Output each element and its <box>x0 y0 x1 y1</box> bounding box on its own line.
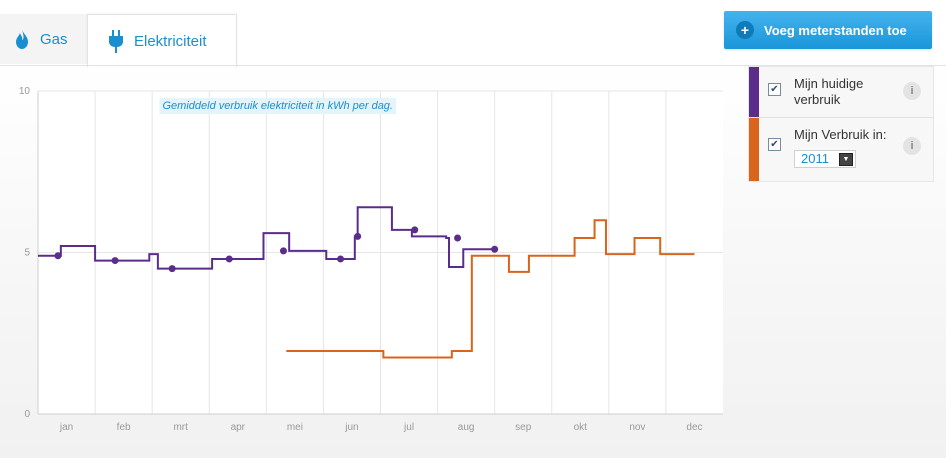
legend-checkbox-compare[interactable]: ✔ <box>768 138 781 151</box>
chart-legend: ✔ Mijn huidige verbruik i ✔ Mijn Verbrui… <box>748 66 934 182</box>
y-tick-label: 5 <box>24 248 30 259</box>
x-tick-label: okt <box>574 422 588 433</box>
flame-icon <box>14 28 30 50</box>
x-tick-label: dec <box>686 422 702 433</box>
series-line-current <box>38 206 492 270</box>
plug-icon <box>108 30 124 53</box>
series-point <box>491 245 499 253</box>
series-point <box>54 252 62 260</box>
series-point <box>168 265 176 273</box>
x-tick-label: aug <box>458 422 475 433</box>
x-tick-label: jun <box>344 422 358 433</box>
add-meter-readings-button[interactable]: + Voeg meterstanden toe <box>724 11 932 49</box>
series-point <box>354 232 362 240</box>
tab-bar: Gas Elektriciteit <box>0 14 237 67</box>
series-point <box>111 257 119 265</box>
x-tick-label: apr <box>231 422 246 433</box>
info-icon[interactable]: i <box>903 82 921 100</box>
legend-item-compare: ✔ Mijn Verbruik in: 2011 ▼ i <box>749 118 933 181</box>
y-tick-label: 0 <box>24 409 30 420</box>
add-meter-readings-label: Voeg meterstanden toe <box>764 22 907 38</box>
legend-checkbox-current[interactable]: ✔ <box>768 83 781 96</box>
tab-elektriciteit-label: Elektriciteit <box>134 32 207 50</box>
series-line-compare <box>286 219 695 359</box>
x-tick-label: mrt <box>173 422 188 433</box>
legend-label-compare: Mijn Verbruik in: <box>794 127 887 142</box>
y-tick-label: 10 <box>19 86 31 97</box>
legend-label-current: Mijn huidige verbruik <box>794 76 864 107</box>
tab-gas[interactable]: Gas <box>0 14 88 64</box>
legend-color-current <box>749 67 759 117</box>
info-icon[interactable]: i <box>903 137 921 155</box>
tab-elektriciteit[interactable]: Elektriciteit <box>87 14 237 67</box>
chart-title-background <box>159 98 396 114</box>
x-tick-label: mei <box>287 422 303 433</box>
chevron-down-icon: ▼ <box>839 153 853 166</box>
x-tick-label: jan <box>59 422 73 433</box>
series-point <box>411 226 419 234</box>
chart-panel <box>0 65 946 459</box>
legend-item-current: ✔ Mijn huidige verbruik i <box>749 67 933 118</box>
series-point <box>225 255 233 263</box>
chart-title: Gemiddeld verbruik elektriciteit in kWh … <box>163 100 393 112</box>
x-tick-label: sep <box>515 422 532 433</box>
tab-gas-label: Gas <box>40 30 68 48</box>
x-tick-label: jul <box>403 422 414 433</box>
series-point <box>279 247 287 255</box>
plus-icon: + <box>736 21 754 39</box>
series-point <box>454 234 462 242</box>
year-select[interactable]: 2011 ▼ <box>794 150 856 168</box>
x-tick-label: feb <box>117 422 131 433</box>
series-point <box>337 255 345 263</box>
year-select-value: 2011 <box>801 151 829 166</box>
legend-color-compare <box>749 118 759 181</box>
x-tick-label: nov <box>629 422 645 433</box>
